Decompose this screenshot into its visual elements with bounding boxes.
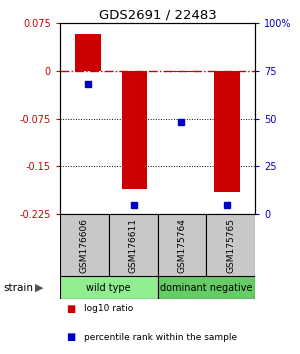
Text: log10 ratio: log10 ratio xyxy=(84,304,133,313)
Text: strain: strain xyxy=(3,282,33,293)
Text: ■: ■ xyxy=(66,304,75,314)
Title: GDS2691 / 22483: GDS2691 / 22483 xyxy=(99,9,216,22)
Text: GSM176611: GSM176611 xyxy=(129,218,138,273)
Bar xyxy=(122,71,147,189)
Bar xyxy=(214,71,240,192)
Text: percentile rank within the sample: percentile rank within the sample xyxy=(84,333,237,342)
Text: wild type: wild type xyxy=(86,282,131,293)
Bar xyxy=(168,71,194,72)
Text: GSM175765: GSM175765 xyxy=(226,218,235,273)
Text: ■: ■ xyxy=(66,332,75,342)
Bar xyxy=(75,34,100,71)
Bar xyxy=(60,214,109,276)
Bar xyxy=(206,214,255,276)
Bar xyxy=(158,214,206,276)
Bar xyxy=(158,276,255,299)
Bar xyxy=(60,276,158,299)
Text: ▶: ▶ xyxy=(34,282,43,293)
Text: dominant negative: dominant negative xyxy=(160,282,253,293)
Text: GSM176606: GSM176606 xyxy=(80,218,89,273)
Bar xyxy=(109,214,158,276)
Text: GSM175764: GSM175764 xyxy=(177,218,186,273)
